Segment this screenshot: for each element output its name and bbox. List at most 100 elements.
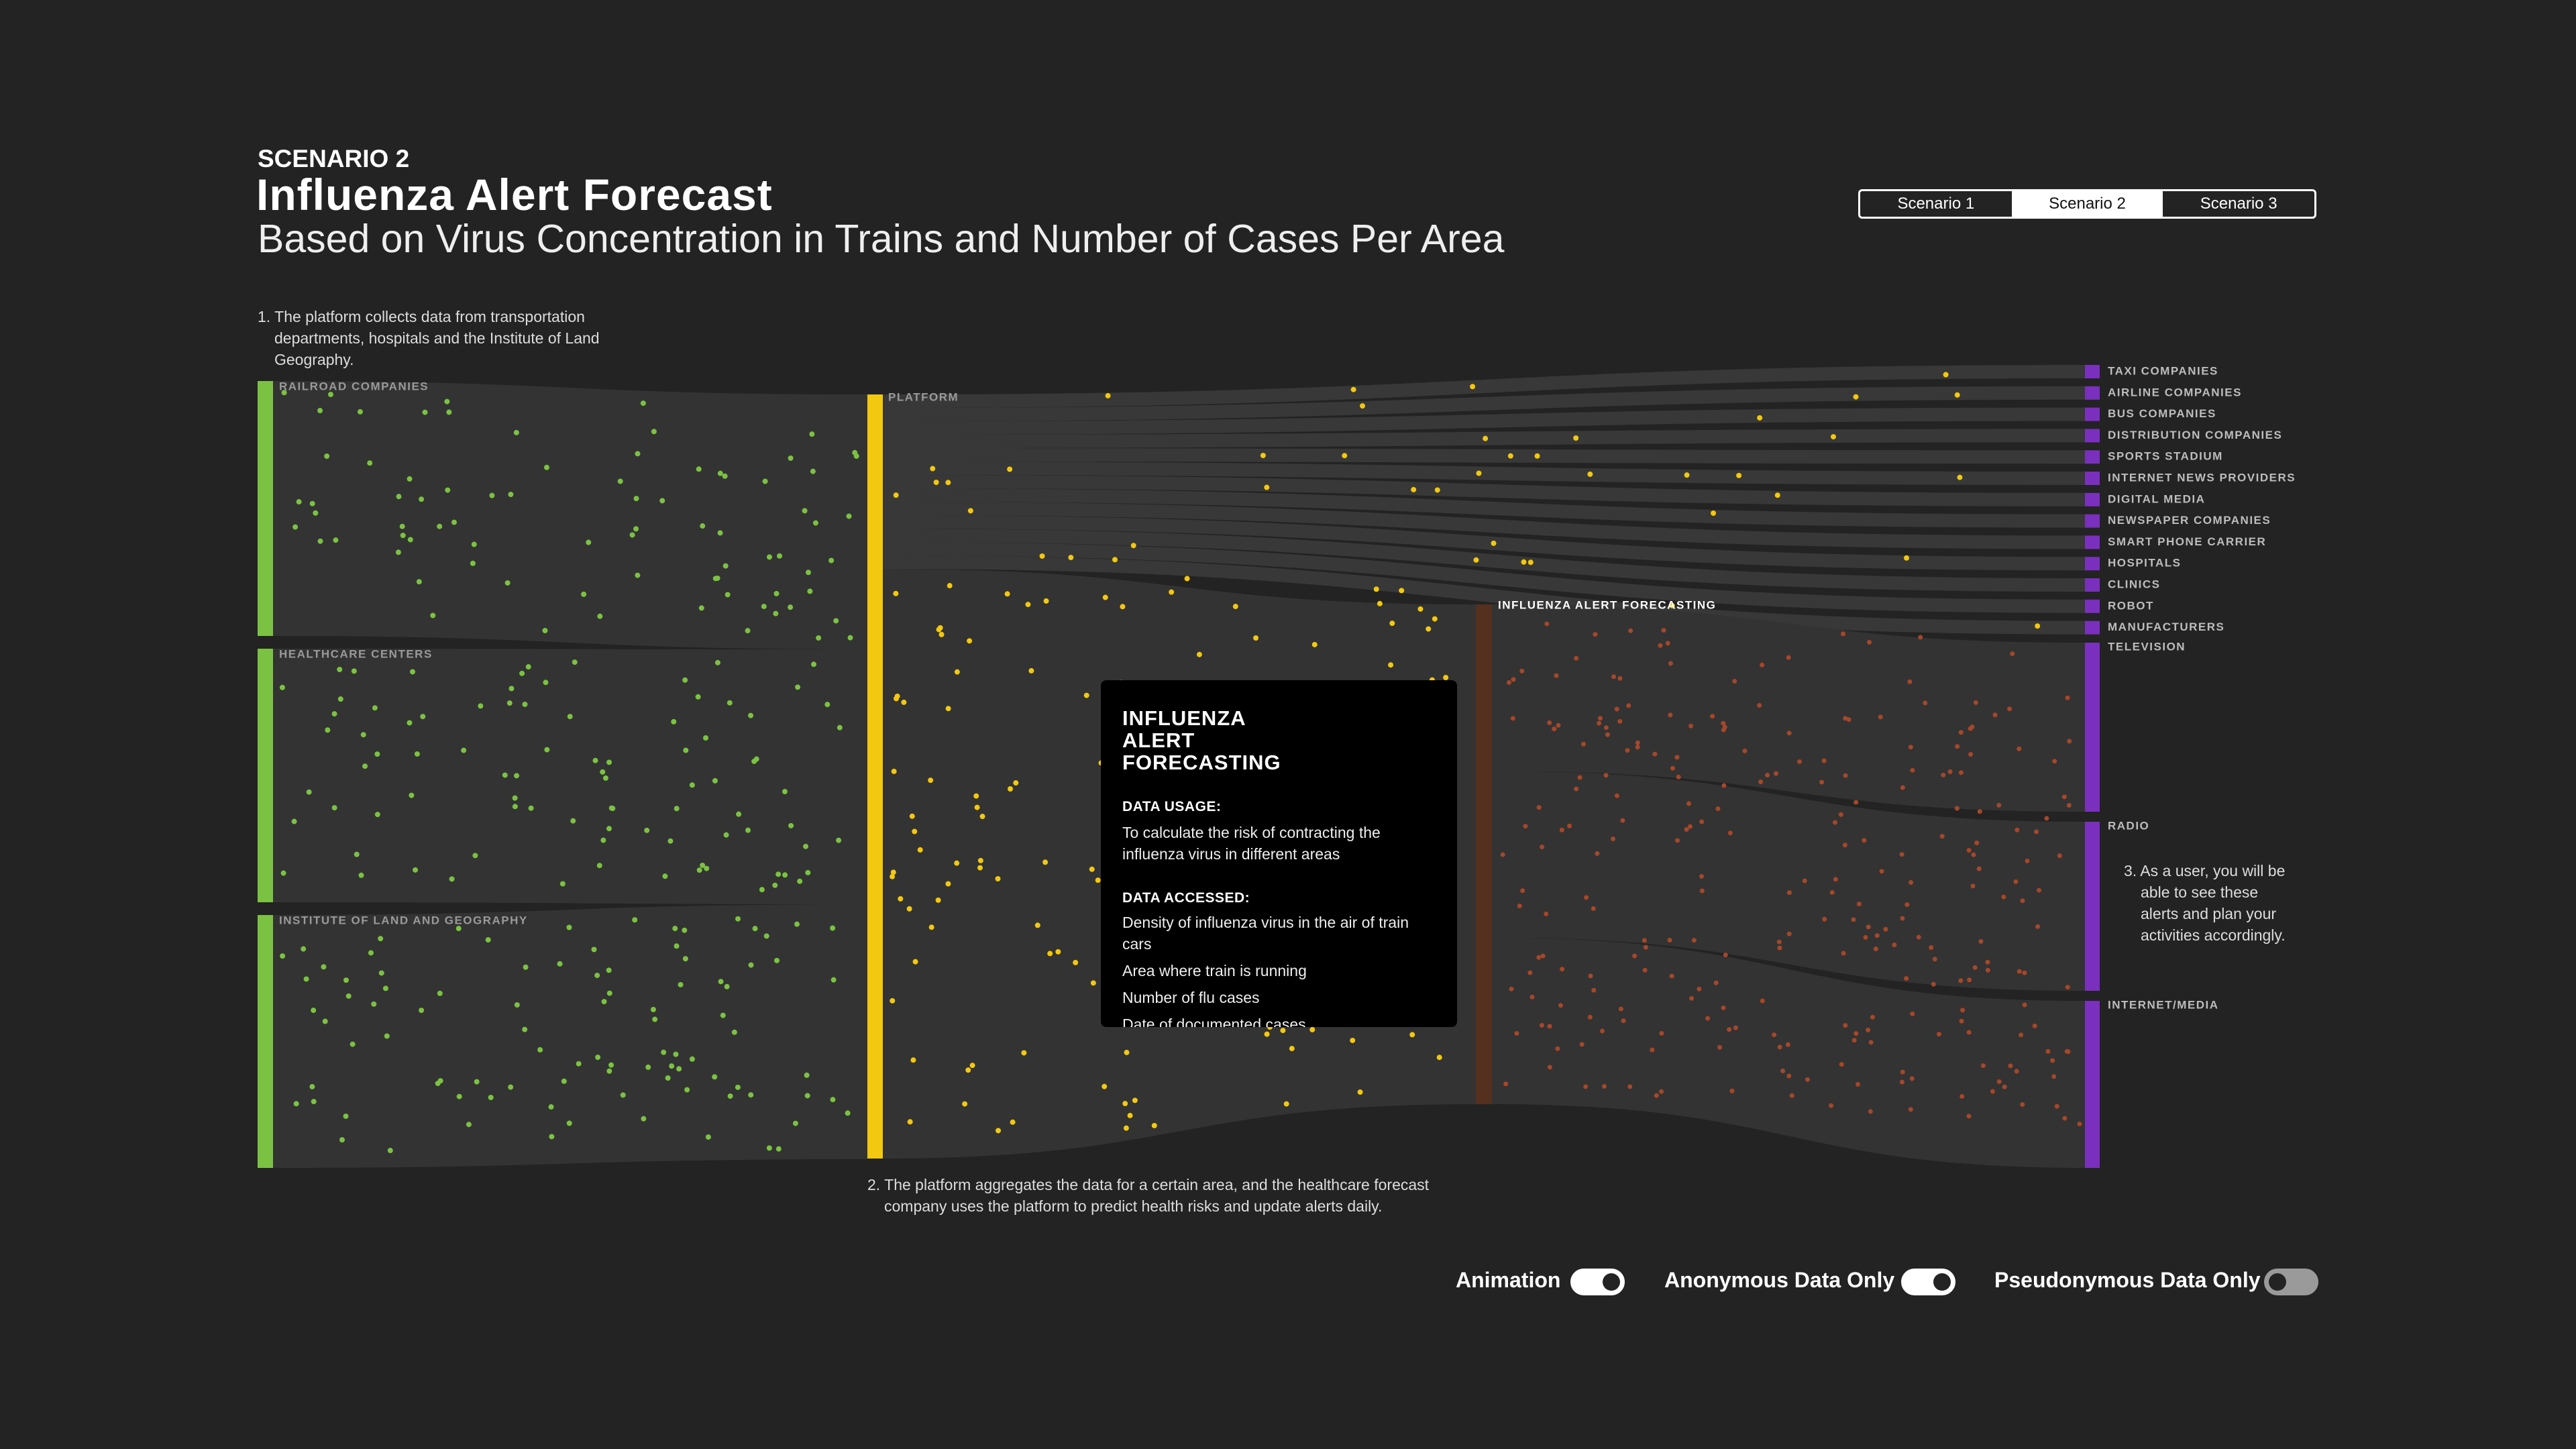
particle: [280, 953, 286, 959]
particle: [1954, 392, 1960, 398]
toggle-label: Pseudonymous Data Only: [1994, 1268, 2261, 1292]
particle: [1976, 866, 1982, 871]
particle: [1635, 740, 1640, 745]
particle: [788, 604, 794, 610]
particle: [1611, 837, 1616, 842]
particle: [1842, 843, 1847, 848]
scenario-tab[interactable]: Scenario 3: [2200, 195, 2277, 213]
particle: [1705, 1016, 1711, 1021]
particle: [309, 1083, 315, 1089]
particle: [1668, 712, 1673, 718]
particle: [1124, 1049, 1130, 1055]
particle: [586, 539, 592, 545]
toggle-switch[interactable]: [1570, 1269, 1625, 1295]
particle: [788, 455, 794, 461]
particle: [1360, 403, 1366, 409]
particle: [1675, 838, 1680, 843]
particle: [995, 875, 1001, 881]
particle: [600, 769, 606, 775]
particle: [945, 881, 951, 887]
particle: [1642, 967, 1648, 973]
node-label: HEALTHCARE CENTERS: [279, 647, 433, 660]
particle: [1676, 774, 1681, 780]
particle: [645, 1064, 651, 1070]
particle: [629, 532, 635, 538]
particle: [1605, 732, 1610, 737]
particle: [894, 693, 900, 699]
scenario-tab[interactable]: Scenario 2: [2011, 191, 2163, 217]
particle: [714, 575, 720, 581]
particle: [830, 1097, 836, 1103]
particle: [1855, 1081, 1860, 1087]
particle: [367, 460, 373, 466]
particle: [472, 853, 478, 859]
particle: [751, 758, 757, 764]
particle: [1941, 772, 1946, 777]
particle: [805, 869, 811, 875]
particle: [1580, 741, 1586, 747]
particle: [1617, 718, 1623, 724]
particle: [437, 990, 443, 996]
particle: [674, 806, 680, 812]
particle: [1554, 673, 1559, 678]
particle: [762, 478, 768, 484]
particle: [724, 983, 730, 989]
particle: [1642, 938, 1647, 943]
scenario-tab[interactable]: Scenario 1: [1897, 195, 1975, 213]
particle: [1122, 1101, 1128, 1107]
page-subtitle: Based on Virus Concentration in Trains a…: [258, 217, 1505, 261]
target-node: [2085, 472, 2100, 485]
particle: [343, 1113, 349, 1119]
particle: [2064, 1049, 2070, 1054]
particle: [325, 727, 331, 733]
particle: [717, 470, 723, 476]
particle: [1004, 591, 1010, 597]
particle: [1760, 998, 1765, 1004]
particle: [1960, 1093, 1965, 1099]
particle: [830, 925, 836, 931]
source-node: [258, 381, 273, 636]
particle: [1689, 996, 1695, 1001]
particle: [523, 964, 529, 970]
particle: [1786, 890, 1792, 896]
particle: [1757, 702, 1762, 708]
particle: [382, 985, 388, 991]
particle: [449, 876, 455, 882]
particle: [1780, 1068, 1786, 1073]
particle: [2065, 695, 2070, 700]
flow: [883, 502, 2085, 549]
tooltip-list: Density of influenza virus in the air of…: [1122, 912, 1436, 1027]
particle: [974, 804, 980, 810]
particle: [617, 478, 623, 484]
particle: [1667, 938, 1672, 943]
particle: [759, 887, 765, 893]
particle: [2020, 1102, 2025, 1107]
target-node: [2085, 1001, 2100, 1168]
particle: [296, 499, 302, 505]
particle: [830, 977, 837, 983]
particle: [682, 956, 688, 962]
particle: [847, 635, 853, 641]
toggle-switch[interactable]: [1901, 1269, 1955, 1295]
toggle-knob: [1933, 1273, 1951, 1291]
particle: [1721, 720, 1726, 726]
target-node: [2085, 407, 2100, 421]
particle: [1579, 1042, 1585, 1047]
particle: [1232, 604, 1238, 610]
particle: [1910, 767, 1915, 773]
particle: [1253, 635, 1259, 641]
particle: [1436, 1055, 1442, 1061]
toggle-switch[interactable]: [2264, 1269, 2318, 1295]
flow: [883, 488, 2085, 528]
particle: [1727, 1027, 1732, 1032]
particle: [748, 1092, 754, 1098]
particle: [508, 492, 514, 498]
particle: [1443, 674, 1449, 680]
particle: [1628, 628, 1633, 633]
particle: [608, 805, 614, 811]
particle: [309, 500, 315, 506]
particle: [1727, 830, 1733, 836]
particle: [602, 775, 608, 781]
particle: [333, 537, 339, 543]
particle: [1470, 384, 1476, 390]
